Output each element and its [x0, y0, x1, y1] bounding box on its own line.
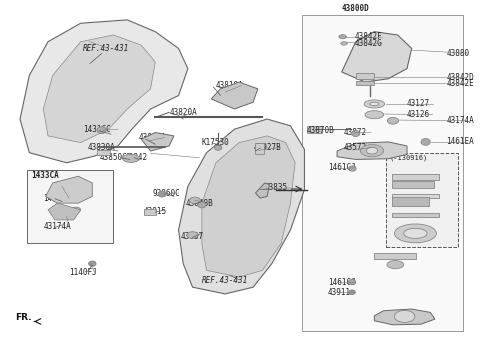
Ellipse shape	[387, 117, 398, 124]
Text: K17530: K17530	[202, 138, 229, 147]
Ellipse shape	[370, 102, 379, 106]
Text: 1461CJ: 1461CJ	[328, 278, 356, 287]
Text: (-130916): (-130916)	[390, 154, 428, 161]
Text: 43872: 43872	[344, 128, 367, 137]
Bar	[356, 73, 374, 79]
Ellipse shape	[189, 197, 201, 204]
Ellipse shape	[348, 279, 356, 285]
Polygon shape	[46, 176, 92, 203]
Text: 43126: 43126	[407, 109, 430, 119]
Text: 43911: 43911	[328, 288, 351, 297]
Text: 43835: 43835	[265, 183, 288, 193]
Bar	[386, 153, 458, 247]
Text: REF.43-431: REF.43-431	[202, 276, 248, 285]
Ellipse shape	[364, 100, 384, 108]
Text: 43174A: 43174A	[43, 222, 71, 231]
Bar	[374, 253, 416, 259]
Ellipse shape	[215, 145, 222, 150]
Bar	[97, 150, 110, 155]
Ellipse shape	[348, 166, 356, 171]
Text: 43880: 43880	[446, 49, 470, 58]
Ellipse shape	[365, 111, 384, 119]
Text: 43820A: 43820A	[169, 108, 197, 117]
Polygon shape	[43, 35, 155, 143]
Text: FR.: FR.	[15, 314, 32, 322]
Text: 43842G: 43842G	[355, 39, 383, 48]
Ellipse shape	[187, 232, 198, 238]
Polygon shape	[141, 133, 174, 151]
Polygon shape	[179, 119, 304, 294]
Polygon shape	[202, 136, 295, 277]
Text: 1433CA: 1433CA	[31, 171, 59, 180]
Bar	[255, 143, 264, 154]
Text: 1431CC: 1431CC	[83, 125, 111, 134]
Text: 1461CJ: 1461CJ	[328, 163, 356, 172]
Ellipse shape	[89, 261, 96, 266]
Ellipse shape	[387, 261, 404, 269]
Text: 43842: 43842	[125, 153, 148, 162]
Bar	[392, 197, 430, 206]
Bar	[392, 174, 439, 180]
Bar	[144, 208, 156, 215]
Ellipse shape	[360, 145, 384, 157]
Polygon shape	[337, 142, 407, 159]
Ellipse shape	[366, 147, 378, 154]
Text: 43174A: 43174A	[446, 116, 474, 125]
Ellipse shape	[395, 224, 436, 243]
Text: 43800D: 43800D	[342, 4, 370, 13]
Ellipse shape	[61, 181, 72, 189]
Text: 43842E: 43842E	[446, 79, 474, 88]
Text: 43842D: 43842D	[446, 73, 474, 82]
Ellipse shape	[97, 127, 106, 134]
Text: 43572: 43572	[344, 143, 367, 152]
Text: 43842F: 43842F	[355, 32, 383, 41]
Text: 43862A: 43862A	[139, 133, 167, 142]
Bar	[27, 170, 113, 243]
Ellipse shape	[341, 42, 348, 45]
Ellipse shape	[351, 131, 360, 137]
Ellipse shape	[122, 154, 139, 162]
Text: 43830A: 43830A	[88, 143, 115, 152]
Polygon shape	[255, 183, 269, 198]
Bar	[356, 81, 374, 85]
Bar	[392, 194, 439, 198]
Polygon shape	[48, 203, 81, 220]
Ellipse shape	[395, 311, 415, 322]
Polygon shape	[211, 82, 258, 109]
Ellipse shape	[339, 35, 347, 39]
Text: 43810A: 43810A	[216, 81, 243, 90]
Text: 1461EA: 1461EA	[43, 194, 71, 203]
Bar	[392, 181, 434, 188]
Polygon shape	[342, 32, 412, 82]
Text: 43927B: 43927B	[253, 143, 281, 152]
Text: 93860C: 93860C	[153, 188, 180, 198]
Bar	[392, 213, 439, 217]
Bar	[307, 126, 322, 133]
Text: REF.43-431: REF.43-431	[83, 44, 129, 53]
Text: 1140FJ: 1140FJ	[69, 267, 97, 277]
Text: 43848B: 43848B	[186, 199, 213, 207]
Bar	[302, 15, 463, 331]
Ellipse shape	[421, 139, 430, 145]
Ellipse shape	[404, 228, 427, 238]
Polygon shape	[374, 309, 435, 325]
Text: 43127: 43127	[407, 99, 430, 108]
Ellipse shape	[158, 191, 167, 197]
Polygon shape	[20, 20, 188, 163]
Text: 43870B: 43870B	[307, 126, 335, 135]
Ellipse shape	[72, 207, 81, 213]
Ellipse shape	[198, 202, 206, 208]
Text: 1461EA: 1461EA	[446, 137, 474, 146]
Text: 43837: 43837	[181, 232, 204, 241]
Ellipse shape	[348, 290, 355, 295]
Text: 43915: 43915	[144, 207, 167, 216]
Text: 43850C: 43850C	[99, 153, 127, 162]
